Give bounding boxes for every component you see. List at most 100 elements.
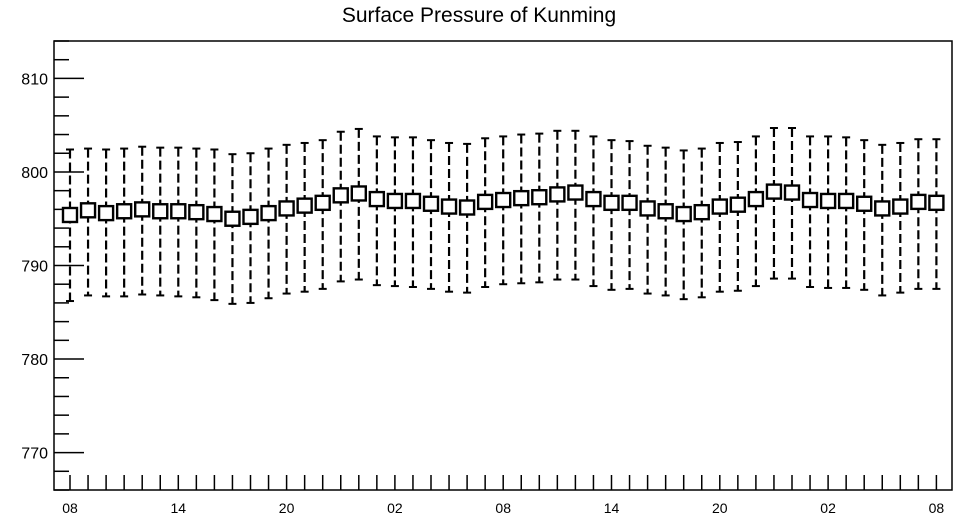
box-mark xyxy=(296,141,313,293)
box-mark xyxy=(350,127,367,281)
box xyxy=(747,190,765,208)
box-mark xyxy=(440,141,458,293)
box-mark xyxy=(476,137,494,289)
y-tick-label: 810 xyxy=(21,71,48,88)
box xyxy=(567,184,584,201)
box-mark xyxy=(765,126,783,280)
y-tick-label: 770 xyxy=(21,446,48,463)
x-tick-label: 08 xyxy=(62,500,78,516)
chart-title: Surface Pressure of Kunming xyxy=(341,4,617,27)
x-tick-label: 02 xyxy=(387,500,403,516)
box xyxy=(170,203,187,220)
box-mark xyxy=(97,148,115,298)
box xyxy=(260,204,277,222)
box xyxy=(440,198,458,215)
box-mark xyxy=(133,145,151,296)
box xyxy=(657,203,674,220)
box-mark xyxy=(657,146,674,297)
box-mark xyxy=(115,147,133,298)
box xyxy=(404,192,422,210)
box-mark xyxy=(747,135,765,288)
box-mark xyxy=(170,146,187,298)
box-mark xyxy=(458,142,476,294)
box-mark xyxy=(892,141,909,294)
box xyxy=(675,205,692,223)
box-mark xyxy=(910,138,927,290)
y-tick-label: 790 xyxy=(21,259,48,276)
box xyxy=(61,206,79,224)
box-mark xyxy=(422,139,440,290)
box-mark xyxy=(242,152,259,304)
box-mark xyxy=(368,135,386,287)
box xyxy=(133,201,151,218)
box-mark xyxy=(928,138,945,290)
box xyxy=(783,184,801,201)
box-mark xyxy=(874,143,891,297)
box xyxy=(837,192,855,210)
x-tick-label: 14 xyxy=(171,500,187,516)
y-tick-label: 780 xyxy=(21,352,48,369)
box-mark xyxy=(531,132,548,284)
box-mark xyxy=(711,141,728,293)
box xyxy=(422,195,440,212)
box xyxy=(801,191,819,209)
box-mark xyxy=(639,144,656,295)
box-mark xyxy=(332,130,349,283)
box-mark xyxy=(621,140,638,290)
box xyxy=(314,194,331,212)
box-mark xyxy=(801,135,819,289)
box xyxy=(531,189,548,206)
box-mark xyxy=(783,126,801,280)
box-mark xyxy=(585,135,602,288)
box-mark xyxy=(61,148,79,303)
box xyxy=(224,210,241,227)
box-mark xyxy=(837,136,855,289)
box xyxy=(693,203,710,221)
box xyxy=(458,199,476,216)
box-mark xyxy=(404,136,422,289)
box xyxy=(856,195,873,212)
box xyxy=(549,186,566,203)
box xyxy=(386,192,404,210)
box-mark xyxy=(224,153,241,305)
box xyxy=(513,189,530,207)
x-tick-label: 20 xyxy=(279,500,295,516)
box-mark xyxy=(206,148,223,302)
y-tick-label: 800 xyxy=(21,165,48,182)
box-mark xyxy=(819,135,837,289)
box xyxy=(152,203,169,220)
x-tick-label: 20 xyxy=(712,500,728,516)
box xyxy=(711,198,728,215)
box xyxy=(206,205,223,223)
box-mark xyxy=(549,129,566,281)
box-mark xyxy=(260,147,277,300)
box-mark xyxy=(152,146,169,297)
box xyxy=(729,196,747,213)
box-mark xyxy=(675,149,692,301)
box xyxy=(892,198,909,215)
box xyxy=(495,191,512,209)
box xyxy=(115,203,133,220)
box xyxy=(278,200,295,217)
box-mark xyxy=(188,147,205,299)
box-mark xyxy=(567,129,584,281)
box xyxy=(350,185,367,202)
box xyxy=(332,187,349,204)
box xyxy=(874,200,891,217)
box xyxy=(765,183,783,200)
box xyxy=(368,190,386,208)
box xyxy=(819,192,837,210)
box xyxy=(476,193,494,211)
box-mark xyxy=(79,147,97,297)
box-mark xyxy=(495,135,512,286)
box xyxy=(242,208,259,226)
box xyxy=(296,197,313,214)
x-tick-label: 08 xyxy=(929,500,945,516)
x-tick-label: 02 xyxy=(820,500,836,516)
box-mark xyxy=(278,143,295,295)
box xyxy=(603,194,620,212)
box xyxy=(928,194,945,212)
box xyxy=(97,204,115,222)
